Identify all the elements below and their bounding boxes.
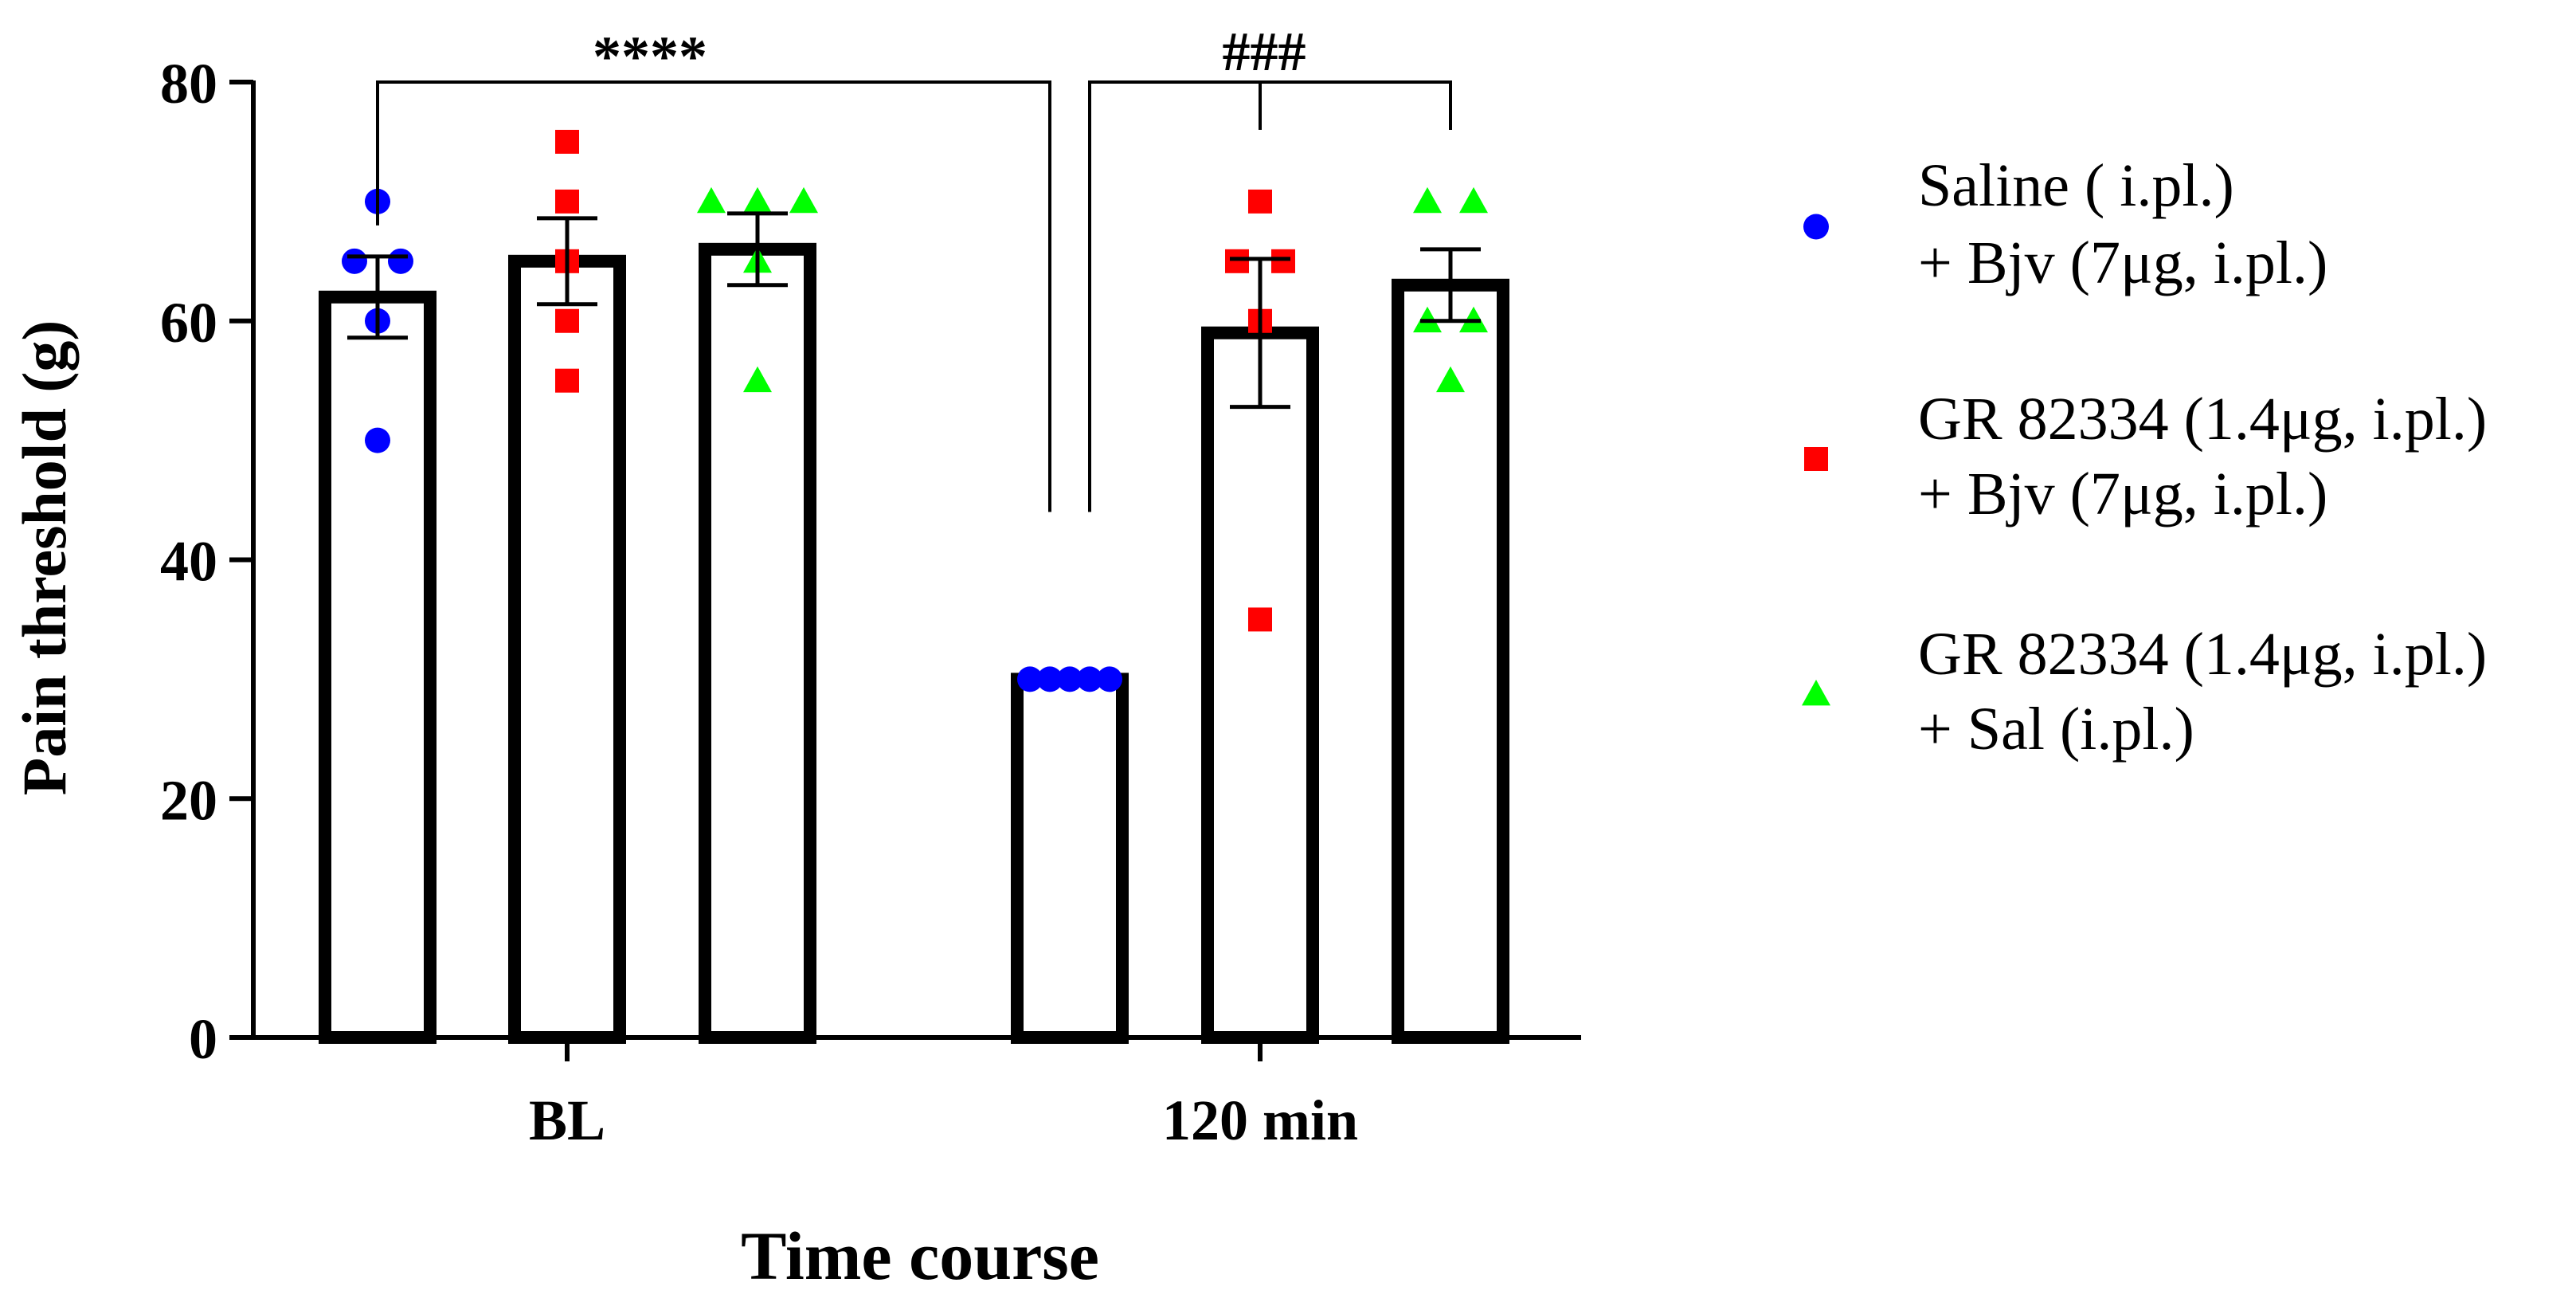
data-point [1017, 666, 1043, 692]
legend-entry-text: + Bjv (7μg, i.pl.) [1918, 229, 2327, 296]
legend: Saline ( i.pl.) + Bjv (7μg, i.pl.) GR 8233… [1802, 152, 2487, 763]
data-point [365, 427, 390, 453]
x-tick-label: 120 min [1162, 1088, 1358, 1152]
significance-bracket [1088, 80, 1452, 512]
data-point [743, 186, 772, 214]
y-tick-label: 80 [160, 52, 217, 116]
significance-label: ### [1223, 22, 1306, 83]
data-point [789, 186, 818, 214]
legend-entry-text: + Sal (i.pl.) [1918, 696, 2194, 763]
x-tick-label: BL [529, 1088, 605, 1152]
data-point [555, 189, 579, 214]
y-tick-label: 0 [189, 1007, 217, 1071]
data-point [1037, 666, 1063, 692]
data-point [743, 366, 772, 393]
bar [1392, 278, 1509, 1045]
legend-entry-text: GR 82334 (1.4μg, i.pl.) [1918, 386, 2487, 453]
plot-area: **** ### [319, 22, 1509, 1045]
data-point [555, 368, 579, 393]
y-tick-label: 40 [160, 530, 217, 594]
significance-label: **** [593, 25, 707, 88]
legend-entry-text: GR 82334 (1.4μg, i.pl.) [1918, 621, 2487, 688]
data-point [1436, 366, 1465, 393]
data-point [1225, 249, 1249, 273]
axes: Pain threshold (g) Time course 0 20 40 60 80… [10, 52, 1581, 1294]
data-point [1248, 189, 1272, 214]
data-point [1459, 186, 1488, 214]
significance-bracket [376, 80, 1051, 512]
data-point [555, 308, 579, 333]
data-point [697, 186, 726, 214]
y-axis-title: Pain threshold (g) [10, 320, 79, 796]
bar [1201, 326, 1319, 1044]
bar [1011, 673, 1129, 1044]
y-tick-label: 20 [160, 768, 217, 832]
x-axis-title: Time course [741, 1218, 1099, 1294]
data-point [1248, 607, 1272, 632]
legend-marker [1803, 214, 1829, 240]
data-point [1271, 249, 1295, 273]
data-point [388, 248, 413, 274]
legend-marker [1804, 447, 1828, 471]
data-point [1057, 666, 1082, 692]
data-point [1077, 666, 1102, 692]
data-point [555, 129, 579, 154]
legend-entry-text: Saline ( i.pl.) [1918, 152, 2234, 219]
bar [319, 290, 437, 1044]
data-point [1413, 186, 1442, 214]
legend-entry-text: + Bjv (7μg, i.pl.) [1918, 461, 2327, 528]
y-tick-label: 60 [160, 291, 217, 355]
data-point [342, 248, 367, 274]
legend-marker [1802, 680, 1830, 706]
data-point [1097, 666, 1122, 692]
